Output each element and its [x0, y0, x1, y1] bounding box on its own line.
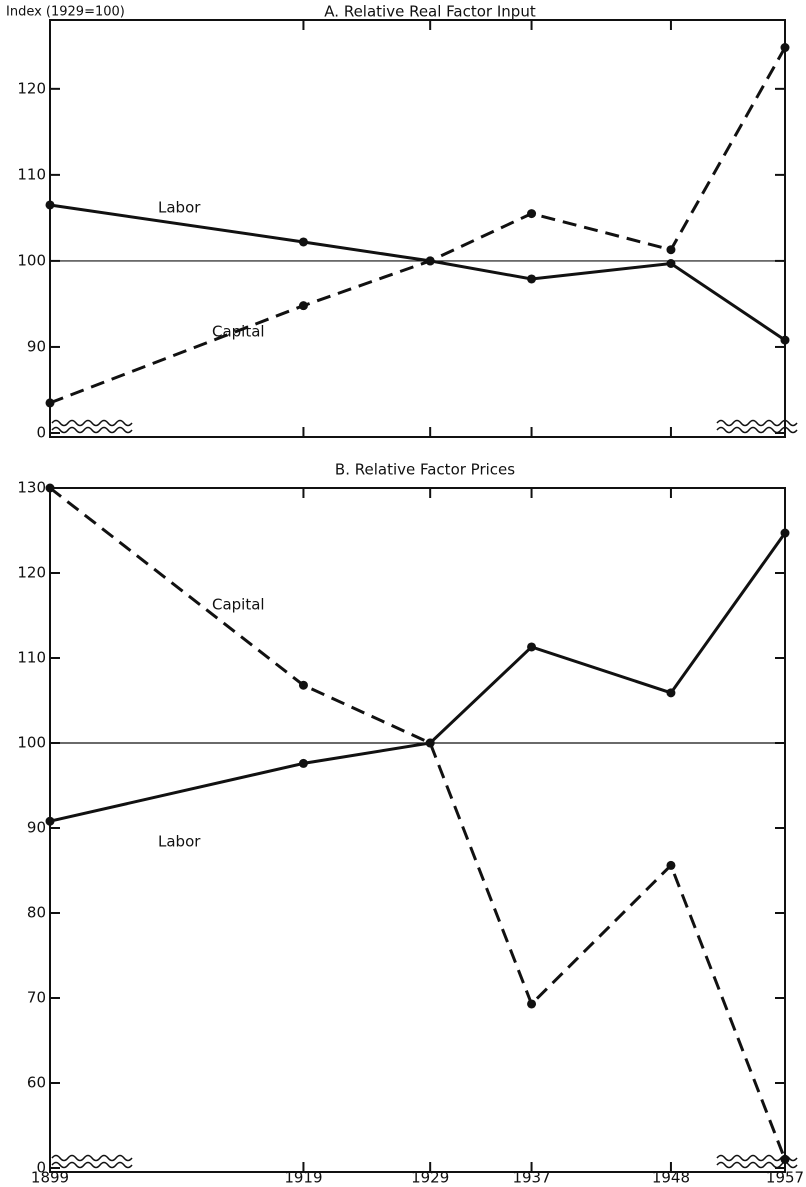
point: [45, 816, 55, 826]
point: [45, 200, 55, 210]
point: [527, 999, 537, 1009]
point: [425, 738, 435, 748]
point: [666, 860, 676, 870]
x-tick-label: 1948: [652, 1169, 690, 1187]
point: [527, 274, 537, 284]
y-tick-label: 110: [17, 165, 46, 183]
point: [45, 483, 55, 493]
point: [780, 1155, 790, 1164]
x-tick-label: 1899: [31, 1169, 69, 1187]
point: [666, 688, 676, 698]
y-tick-label: 0: [36, 1159, 46, 1177]
y-tick-label: 70: [27, 989, 46, 1007]
point: [298, 680, 308, 690]
point: [527, 209, 537, 219]
y-tick-label: 0: [36, 424, 46, 442]
series-line: [49, 203, 786, 342]
y-tick-label: 110: [17, 649, 46, 667]
y-tick-label: 90: [27, 819, 46, 837]
y-tick-label: 120: [17, 79, 46, 97]
x-tick-label: 1957: [766, 1169, 804, 1187]
series-line: [49, 46, 787, 405]
chart-title: B. Relative Factor Prices: [335, 461, 515, 479]
point: [298, 237, 308, 247]
point: [780, 528, 790, 538]
series-label: Capital: [212, 323, 265, 341]
series-line: [49, 486, 787, 1161]
axis-break: [716, 419, 798, 427]
x-tick-label: 1937: [512, 1169, 550, 1187]
point: [527, 642, 537, 652]
axis-break: [51, 419, 133, 427]
y-tick-label: 90: [27, 337, 46, 355]
y-axis-label: Index (1929=100): [6, 5, 125, 20]
point: [298, 301, 308, 311]
y-tick-label: 130: [17, 479, 46, 497]
point: [298, 758, 308, 768]
axis-break: [51, 1154, 133, 1162]
point: [780, 43, 790, 53]
chart-title: A. Relative Real Factor Input: [324, 3, 536, 21]
plot-frame: [49, 19, 786, 438]
axis-break: [51, 1161, 133, 1169]
plot-frame: [49, 487, 786, 1173]
point: [666, 258, 676, 268]
series-label: Labor: [158, 833, 201, 851]
axis-break: [716, 426, 798, 434]
axis-break: [51, 426, 133, 434]
series-line: [49, 532, 787, 823]
y-tick-label: 120: [17, 564, 46, 582]
y-tick-label: 60: [27, 1074, 46, 1092]
y-tick-label: 80: [27, 904, 46, 922]
point: [45, 398, 55, 408]
series-label: Labor: [158, 199, 201, 217]
x-tick-label: 1919: [284, 1169, 322, 1187]
y-tick-label: 100: [17, 251, 46, 269]
x-tick-label: 1929: [411, 1169, 449, 1187]
point: [666, 245, 676, 255]
point: [780, 335, 790, 345]
series-label: Capital: [212, 596, 265, 614]
y-tick-label: 100: [17, 734, 46, 752]
point: [425, 256, 435, 266]
